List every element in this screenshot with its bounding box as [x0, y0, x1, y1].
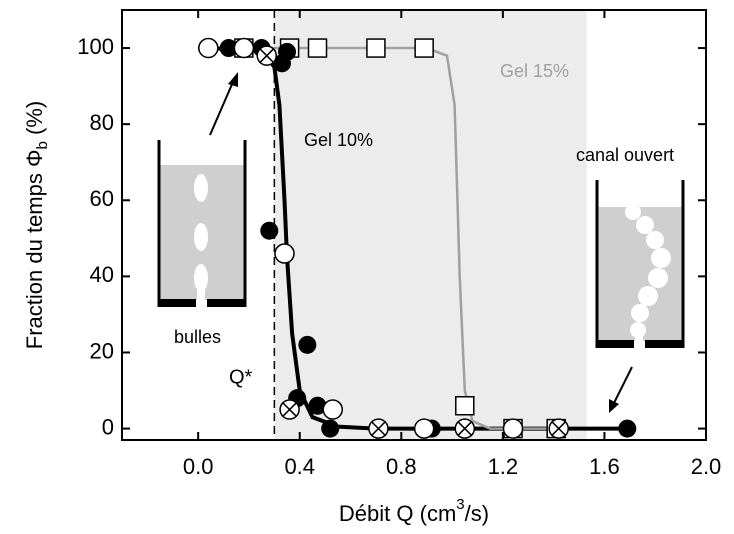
filled-marker	[618, 419, 637, 438]
cross	[282, 402, 297, 417]
plot-frame	[121, 9, 707, 441]
crossed-marker	[279, 399, 300, 420]
cross	[457, 421, 472, 436]
x-tick-label: 0.4	[284, 454, 315, 479]
y-tick-label: 60	[90, 186, 114, 211]
axis-title-part: b	[34, 141, 51, 149]
open-marker	[502, 418, 524, 439]
filled-marker	[308, 396, 327, 415]
cross	[371, 421, 386, 436]
x-tick-label: 0.0	[183, 454, 214, 479]
inset-base	[596, 340, 634, 348]
filled-marker	[260, 221, 279, 240]
channel	[625, 204, 671, 344]
open-marker	[322, 399, 343, 420]
y-tick-label: 100	[77, 34, 114, 59]
axis-title-part: (%)	[22, 101, 47, 141]
crossed-marker	[548, 418, 569, 439]
square-marker	[307, 38, 328, 58]
open-marker	[233, 37, 255, 59]
crossed-marker	[256, 45, 277, 66]
inset-base	[158, 299, 196, 307]
square-marker	[414, 38, 434, 58]
axis-title-part: /s)	[465, 501, 489, 526]
inset-base	[207, 299, 246, 307]
annotation: Gel 10%	[304, 130, 373, 150]
square-marker	[455, 396, 475, 416]
arrow-head	[228, 72, 238, 87]
x-tick-label: 0.8	[386, 454, 417, 479]
bubble	[194, 223, 208, 251]
annotation: Q*	[229, 366, 253, 388]
x-tick-label: 1.2	[488, 454, 519, 479]
x-axis-title: Débit Q (cm3/s)	[339, 496, 489, 526]
filled-marker	[278, 42, 297, 61]
axis-title-part: Fraction du temps Φ	[22, 149, 47, 349]
y-tick-label: 40	[90, 262, 114, 287]
filled-marker	[298, 335, 317, 354]
annotation: canal ouvert	[576, 145, 674, 165]
crossed-marker	[454, 418, 476, 439]
cross	[259, 48, 274, 63]
bubble	[197, 290, 205, 302]
y-tick-label: 0	[102, 414, 114, 439]
y-tick-label: 20	[90, 338, 114, 363]
open-marker	[274, 243, 295, 264]
axis-title-part: 3	[456, 496, 464, 513]
annotation: bulles	[174, 327, 221, 347]
arrow	[209, 81, 234, 136]
x-tick-label: 2.0	[691, 454, 722, 479]
x-tick-label: 1.6	[589, 454, 620, 479]
open-marker	[198, 37, 219, 59]
axis-title-part: Débit Q (cm	[339, 501, 456, 526]
crossed-marker	[368, 418, 389, 439]
cross	[551, 421, 566, 436]
insets	[157, 72, 685, 413]
open-marker	[413, 418, 435, 439]
filled-marker	[219, 39, 238, 58]
shaded-region	[274, 10, 587, 440]
y-axis-title: Fraction du temps Φb (%)	[22, 101, 51, 349]
inset-base	[645, 340, 684, 348]
bubble	[194, 174, 208, 202]
arrow-head	[609, 399, 619, 413]
filled-marker	[321, 419, 340, 438]
bubble	[194, 264, 208, 292]
arrow	[613, 366, 633, 404]
square-marker	[366, 38, 386, 58]
annotation: Gel 15%	[500, 61, 569, 81]
y-tick-label: 80	[90, 110, 114, 135]
